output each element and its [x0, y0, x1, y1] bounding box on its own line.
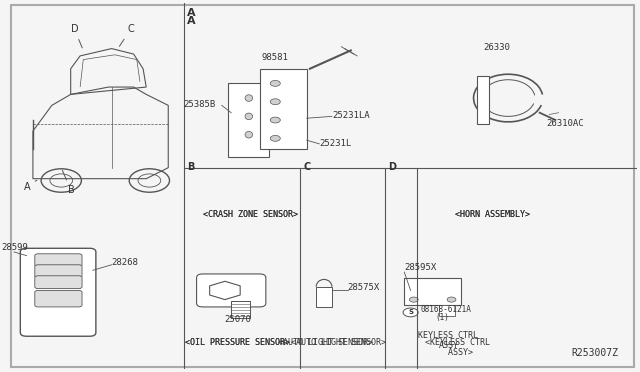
Bar	[404, 278, 461, 305]
Text: B: B	[187, 161, 195, 171]
Text: <CRASH ZONE SENSOR>: <CRASH ZONE SENSOR>	[203, 210, 298, 219]
FancyBboxPatch shape	[35, 291, 82, 307]
Ellipse shape	[245, 131, 253, 138]
Text: <HORN ASSEMBLY>: <HORN ASSEMBLY>	[455, 210, 530, 219]
Text: D: D	[70, 24, 82, 48]
Text: 98581: 98581	[262, 52, 289, 62]
Text: <CRASH ZONE SENSOR>: <CRASH ZONE SENSOR>	[203, 210, 298, 219]
Text: <KEYLESS CTRL
 ASSY>: <KEYLESS CTRL ASSY>	[426, 338, 490, 357]
Bar	[228, 83, 269, 157]
FancyBboxPatch shape	[35, 265, 82, 278]
Text: KEYLESS CTRL
ASSY: KEYLESS CTRL ASSY	[419, 331, 478, 350]
Text: R253007Z: R253007Z	[572, 348, 618, 358]
Text: 28575X: 28575X	[348, 283, 380, 292]
Text: D: D	[388, 161, 397, 171]
Circle shape	[447, 297, 456, 302]
Text: A: A	[187, 7, 196, 17]
Bar	[439, 305, 454, 316]
FancyBboxPatch shape	[196, 274, 266, 307]
Circle shape	[403, 308, 418, 317]
Circle shape	[270, 117, 280, 123]
Bar	[231, 301, 250, 318]
Ellipse shape	[245, 95, 253, 101]
Text: C: C	[120, 24, 134, 46]
Circle shape	[270, 99, 280, 105]
Text: 28599: 28599	[1, 243, 28, 252]
Text: <AUTO LIGHT SENSOR>: <AUTO LIGHT SENSOR>	[278, 338, 373, 347]
Text: S: S	[408, 310, 413, 315]
Ellipse shape	[245, 113, 253, 120]
FancyBboxPatch shape	[35, 276, 82, 289]
Text: A: A	[187, 16, 196, 26]
FancyBboxPatch shape	[35, 254, 82, 267]
Text: 26330: 26330	[483, 44, 510, 52]
FancyBboxPatch shape	[20, 248, 96, 336]
Bar	[260, 69, 307, 149]
Text: <OIL PRESSURE SENSOR>: <OIL PRESSURE SENSOR>	[185, 338, 290, 347]
Text: 08168-6121A: 08168-6121A	[420, 305, 471, 314]
Text: 28268: 28268	[111, 258, 138, 267]
Text: C: C	[303, 161, 311, 171]
Circle shape	[270, 135, 280, 141]
Text: 25231LA: 25231LA	[332, 111, 369, 120]
Text: A: A	[24, 180, 37, 192]
Text: <OIL PRESSURE SENSOR>: <OIL PRESSURE SENSOR>	[185, 338, 290, 347]
Text: 25070: 25070	[224, 315, 251, 324]
Text: (1): (1)	[436, 313, 450, 322]
Text: 26310AC: 26310AC	[546, 119, 584, 128]
Text: 25385B: 25385B	[183, 100, 216, 109]
FancyBboxPatch shape	[477, 76, 490, 124]
Bar	[316, 287, 332, 307]
Text: <HORN ASSEMBLY>: <HORN ASSEMBLY>	[455, 210, 530, 219]
Circle shape	[270, 80, 280, 86]
Text: B: B	[62, 170, 74, 195]
Text: 25231L: 25231L	[319, 139, 351, 148]
Text: <AUTO LIGHT SENSOR>: <AUTO LIGHT SENSOR>	[291, 338, 386, 347]
Text: 28595X: 28595X	[404, 263, 436, 272]
Circle shape	[410, 297, 418, 302]
